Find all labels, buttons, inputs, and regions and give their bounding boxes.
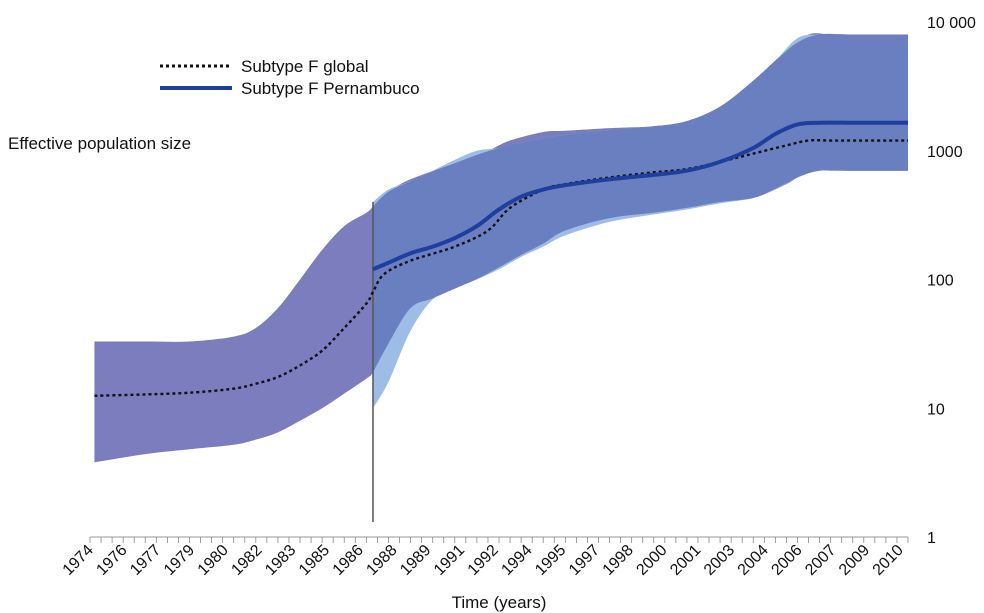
- y-tick-labels: 1 10 100 1000 10 000: [927, 15, 976, 547]
- confidence-bands: [94, 33, 909, 463]
- x-ticks: [89, 537, 909, 543]
- y-tick-label: 10: [927, 401, 945, 418]
- line-subtype-f-pernambuco: [372, 120, 908, 272]
- legend: Subtype F global Subtype F Pernambuco: [160, 57, 420, 98]
- y-tick-label: 1000: [927, 144, 963, 161]
- legend-label-global: Subtype F global: [241, 57, 369, 76]
- y-axis-label: Effective population size: [8, 134, 191, 153]
- x-axis-label: Time (years): [452, 593, 547, 612]
- y-tick-label: 1: [927, 530, 936, 547]
- band-overlap: [372, 33, 909, 373]
- legend-label-pernambuco: Subtype F Pernambuco: [241, 79, 420, 98]
- y-tick-label: 10 000: [927, 15, 976, 32]
- line-subtype-f-global: [94, 138, 908, 397]
- y-tick-label: 100: [927, 273, 954, 290]
